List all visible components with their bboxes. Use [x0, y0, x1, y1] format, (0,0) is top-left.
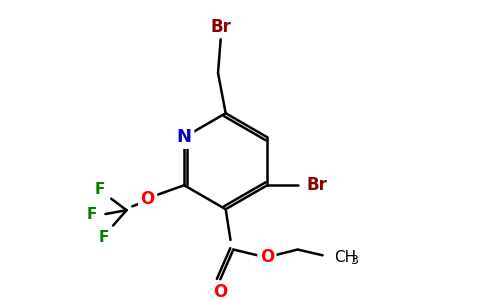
Text: N: N	[177, 128, 192, 146]
Text: O: O	[140, 190, 155, 208]
Text: F: F	[94, 182, 105, 196]
Text: Br: Br	[211, 18, 231, 36]
Text: Br: Br	[307, 176, 328, 194]
Text: CH: CH	[334, 250, 356, 265]
Text: F: F	[87, 206, 97, 221]
Text: O: O	[213, 283, 227, 300]
Text: 3: 3	[350, 254, 358, 267]
Text: F: F	[98, 230, 109, 244]
Text: O: O	[260, 248, 274, 266]
